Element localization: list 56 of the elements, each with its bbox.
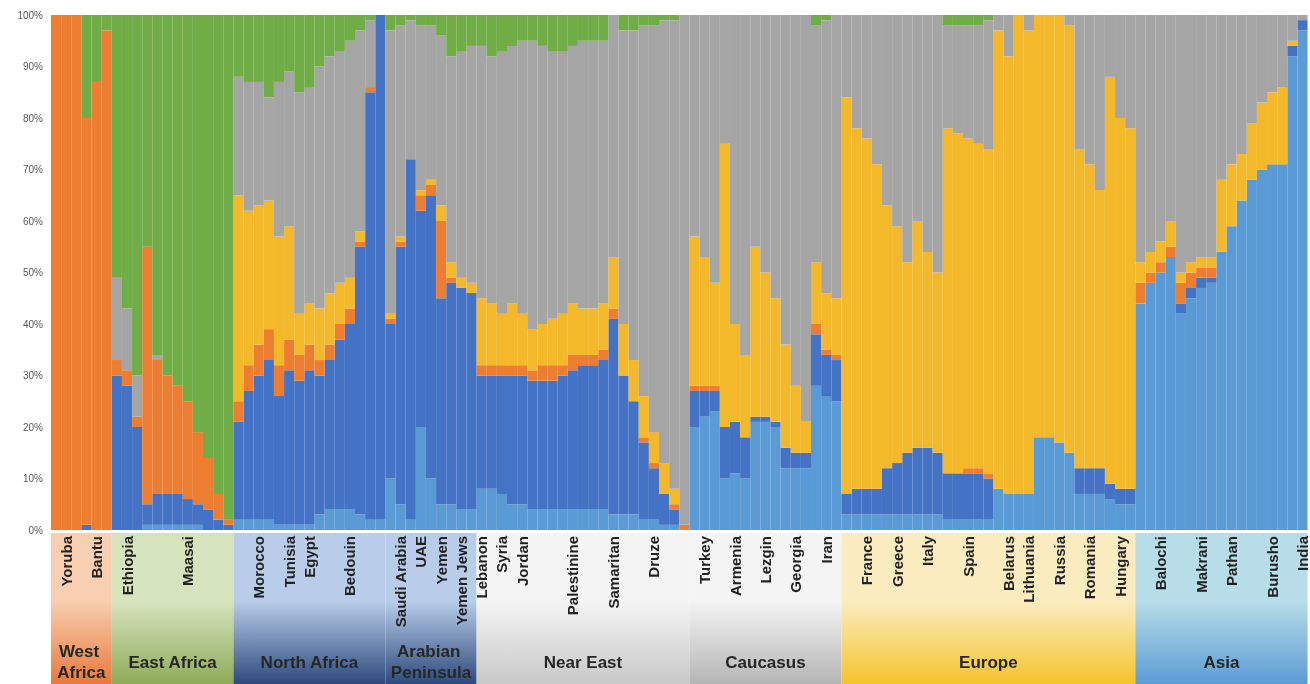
y-tick-label: 50% [22,267,44,278]
x-tick-label: Makrani [1192,536,1210,593]
x-tick-label: Syria [493,535,511,573]
x-tick-label: Burusho [1263,536,1281,598]
x-tick-label: Turkey [696,535,714,585]
x-tick-label: Ethiopia [118,535,136,596]
x-tick-label: Greece [888,536,906,587]
x-tick-label: Spain [959,536,977,577]
x-tick-label: Romania [1081,535,1099,600]
x-tick-label: UAE [412,536,430,568]
x-tick-label: Lezgin [756,536,774,584]
x-tick-label: Italy [919,535,937,567]
y-tick-label: 20% [22,421,44,433]
y-tick-label: 90% [22,61,44,72]
x-tick-label: Tunisia [280,535,298,588]
x-tick-label: Iran [817,536,835,564]
x-tick-label: France [858,536,876,586]
text: East Africa [128,652,218,672]
x-tick-label: Bantu [88,536,106,579]
text: North Africa [260,652,359,672]
y-tick-label: 80% [22,112,44,124]
x-tick-label: Palestinine [564,536,582,616]
x-tick-label: Yoruba [57,535,75,587]
x-tick-label: Lebanon [473,536,491,599]
x-tick-label: Lithuania [1020,535,1038,603]
x-tick-label: Samaritan [604,536,622,609]
text: Near East [543,652,623,672]
text: Europe [959,652,1018,672]
text: Arabian Peninsula [390,642,472,682]
y-tick-label: 100% [17,9,44,21]
x-tick-label: Morocco [250,536,268,599]
x-tick-label: Hungary [1111,535,1129,597]
x-tick-label: Georgia [787,535,805,593]
x-tick-label: Belarus [1000,536,1018,592]
y-tick-label: 60% [22,215,44,227]
text: Asia [1203,652,1240,672]
y-tick-label: 30% [22,370,44,381]
y-tick-label: 0% [28,524,44,536]
x-tick-label: Balochi [1152,536,1170,591]
x-tick-label: Egypt [300,536,318,578]
x-tick-label: Saudi Arabia [392,535,410,628]
text: West Africa [57,642,107,682]
text: Caucasus [725,652,806,672]
y-tick-label: 10% [22,473,44,484]
x-tick-label: Yemen Jews [452,536,470,626]
x-tick-label: Russia [1050,535,1068,586]
y-tick-label: 40% [22,318,44,330]
x-tick-label: Maasai [179,536,197,587]
y-tick-label: 70% [22,164,44,175]
x-tick-label: Yemen [432,536,450,585]
x-tick-label: Jordan [513,536,531,587]
x-tick-label: Druze [645,536,663,578]
x-tick-label: India [1294,535,1310,572]
x-tick-label: Bedouin [341,536,359,596]
x-tick-label: Pathan [1223,536,1241,587]
x-tick-label: Armenia [726,535,744,597]
